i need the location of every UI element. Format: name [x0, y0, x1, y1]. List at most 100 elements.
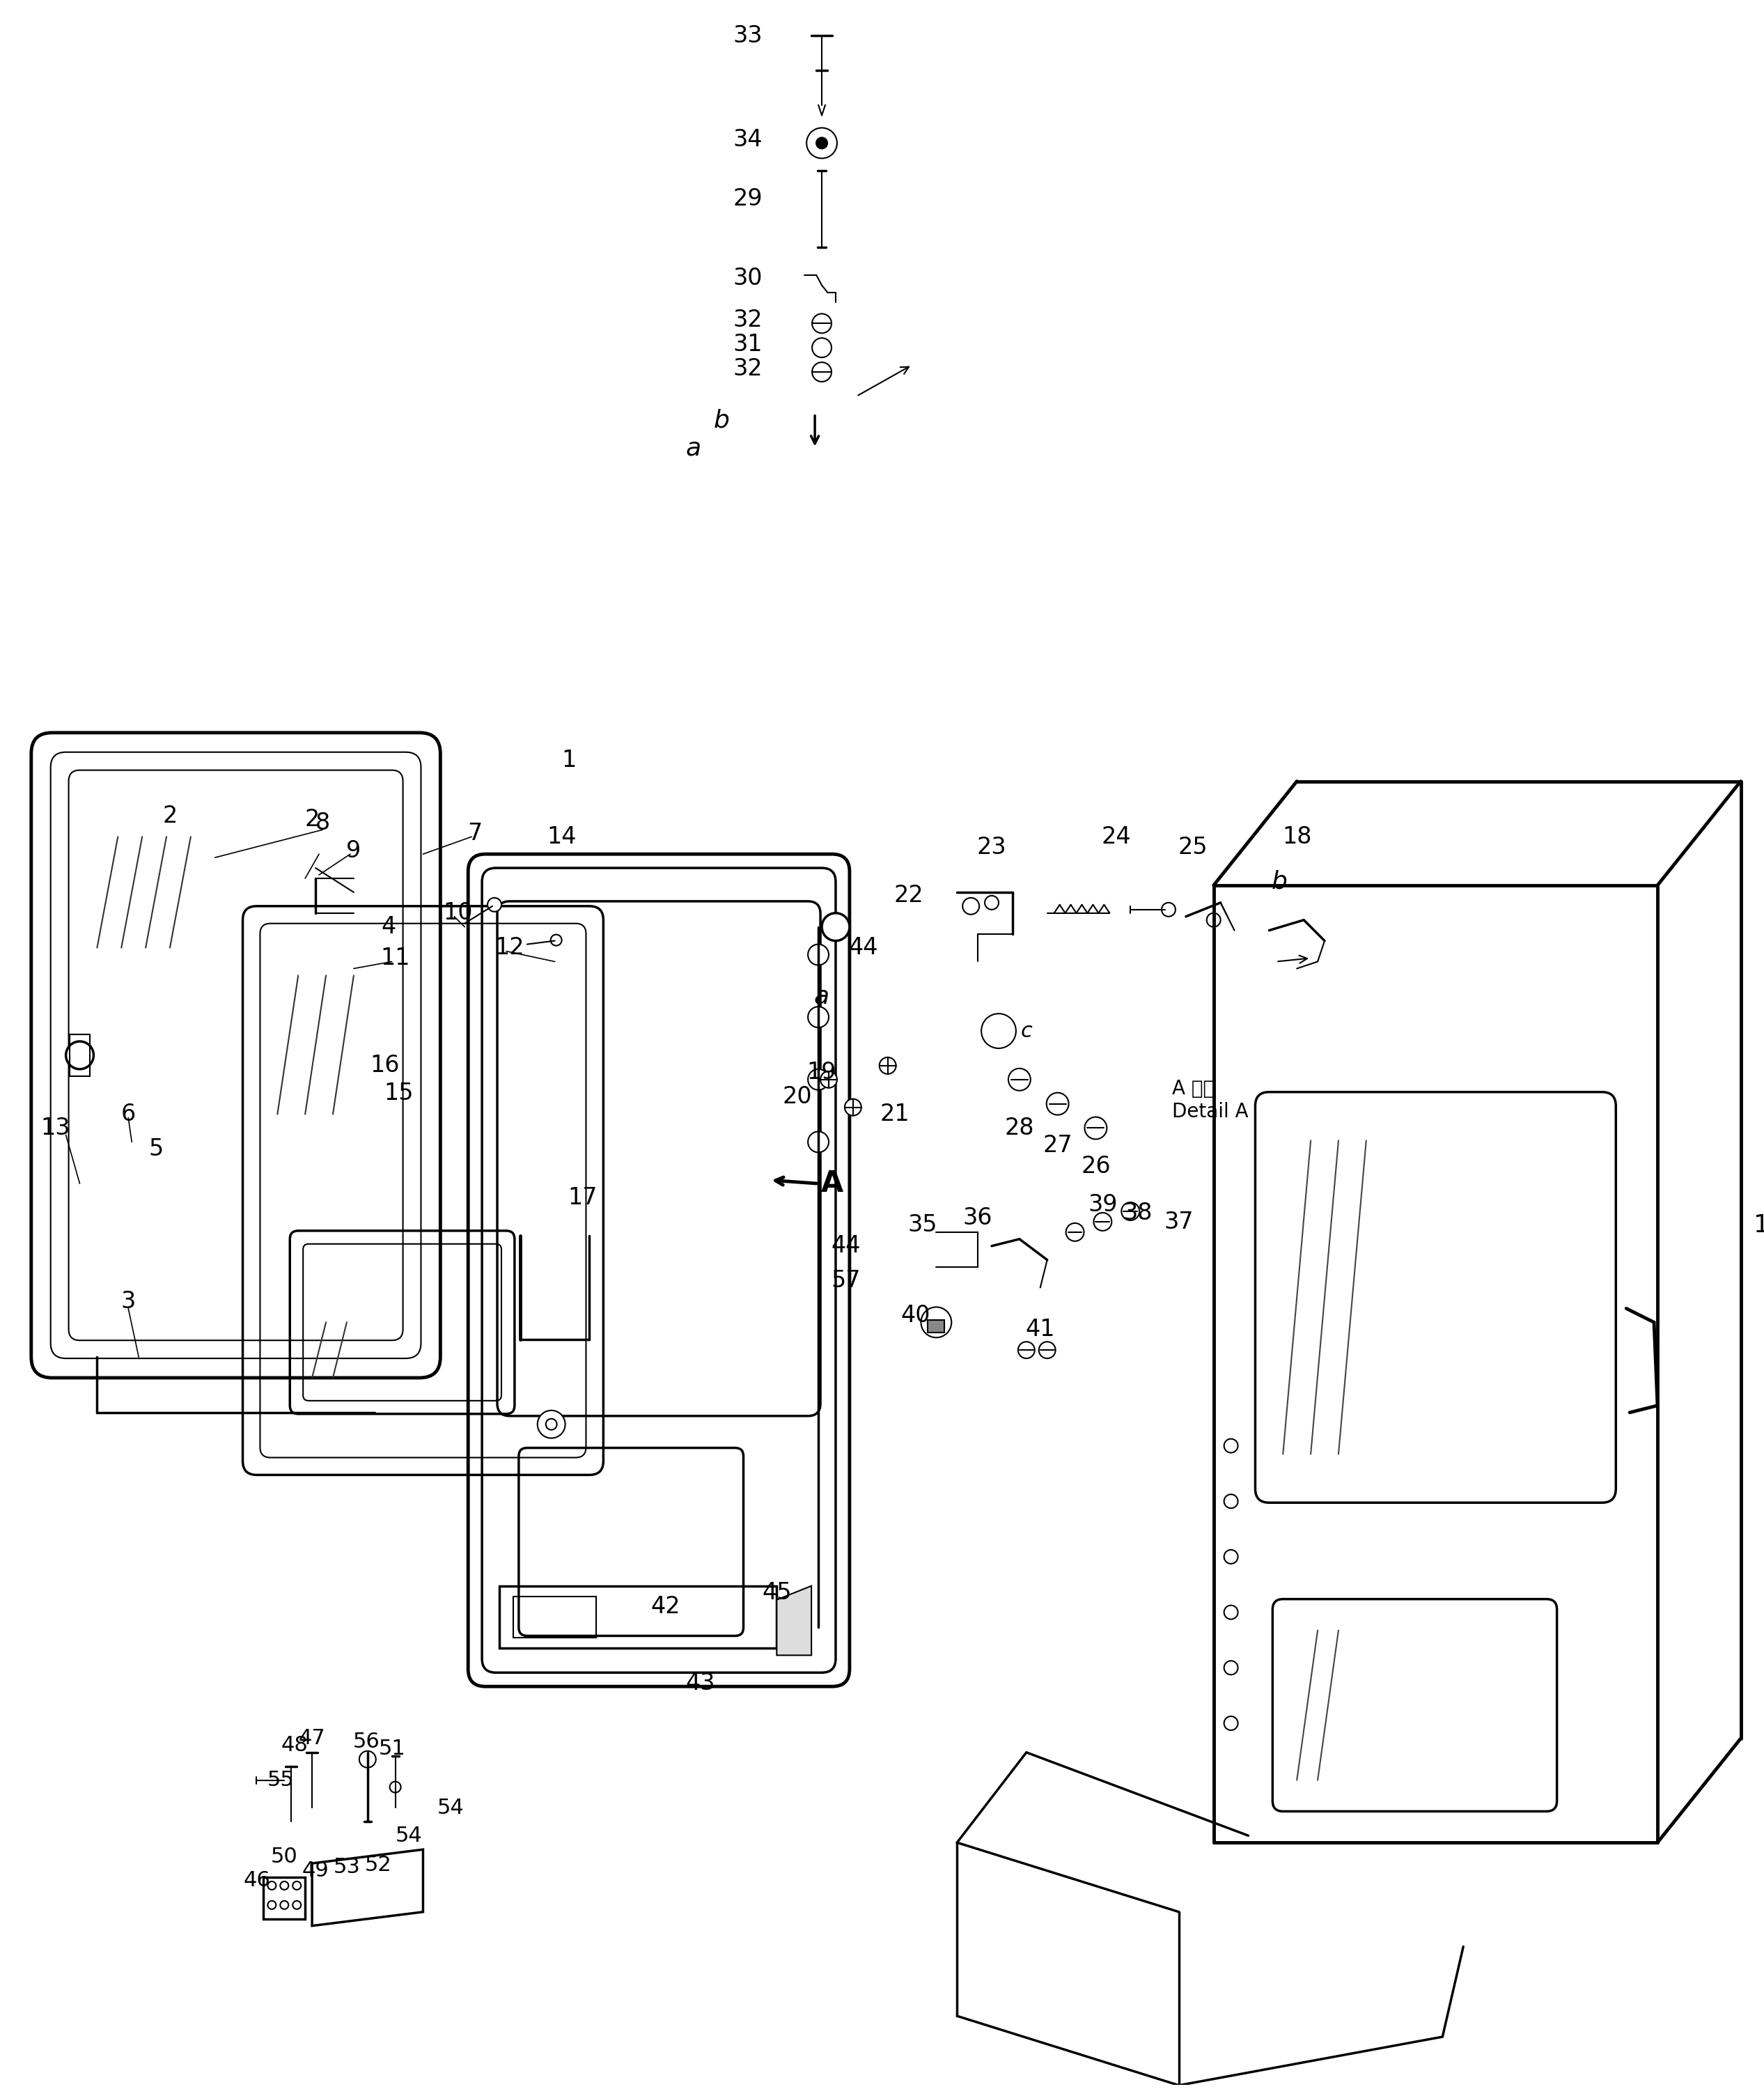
Text: 34: 34 — [734, 127, 762, 150]
Circle shape — [822, 913, 850, 940]
Circle shape — [984, 896, 998, 909]
Circle shape — [1224, 1494, 1238, 1508]
Circle shape — [1224, 1439, 1238, 1452]
Circle shape — [1224, 1550, 1238, 1565]
Text: 18: 18 — [1282, 825, 1312, 848]
Text: 27: 27 — [1043, 1134, 1073, 1157]
Circle shape — [981, 1013, 1016, 1049]
Text: 57: 57 — [831, 1270, 861, 1293]
Text: 37: 37 — [1164, 1212, 1194, 1235]
Text: 2: 2 — [162, 804, 178, 827]
Circle shape — [1065, 1224, 1083, 1241]
Text: 21: 21 — [880, 1103, 910, 1126]
Circle shape — [808, 944, 829, 965]
Circle shape — [808, 1070, 829, 1090]
Circle shape — [390, 1782, 400, 1792]
Circle shape — [1018, 1341, 1035, 1358]
Text: 11: 11 — [381, 946, 409, 969]
Text: 6: 6 — [122, 1103, 136, 1126]
Text: 3: 3 — [122, 1291, 136, 1314]
Circle shape — [1094, 1214, 1111, 1230]
Circle shape — [538, 1410, 564, 1437]
Text: 55: 55 — [268, 1769, 295, 1790]
Text: 31: 31 — [734, 332, 762, 355]
Text: 1: 1 — [1753, 1214, 1764, 1237]
Text: 44: 44 — [848, 936, 878, 959]
Circle shape — [880, 1057, 896, 1074]
Text: 25: 25 — [1178, 836, 1208, 859]
Text: 30: 30 — [734, 267, 762, 290]
Text: 14: 14 — [547, 825, 577, 848]
Text: 33: 33 — [734, 25, 762, 48]
Text: 42: 42 — [651, 1596, 681, 1619]
Circle shape — [1162, 902, 1175, 917]
Circle shape — [1207, 913, 1221, 928]
Bar — [928, 1320, 944, 1333]
Text: 41: 41 — [1025, 1318, 1055, 1341]
Text: 48: 48 — [280, 1736, 309, 1755]
Text: 32: 32 — [734, 357, 762, 380]
Text: 15: 15 — [385, 1082, 413, 1105]
Circle shape — [65, 1042, 93, 1070]
Text: b: b — [713, 409, 729, 432]
Circle shape — [963, 898, 979, 915]
Circle shape — [820, 1072, 838, 1088]
Text: 51: 51 — [377, 1738, 406, 1759]
Circle shape — [268, 1901, 275, 1909]
Circle shape — [811, 313, 831, 332]
Text: a: a — [686, 437, 702, 460]
Text: 17: 17 — [568, 1187, 598, 1210]
Text: 40: 40 — [901, 1304, 930, 1327]
Circle shape — [280, 1882, 289, 1891]
Text: 50: 50 — [272, 1847, 298, 1868]
Text: 26: 26 — [1081, 1155, 1111, 1178]
Circle shape — [1224, 1661, 1238, 1675]
Text: 8: 8 — [316, 811, 330, 834]
Text: 10: 10 — [443, 902, 473, 925]
Circle shape — [280, 1901, 289, 1909]
Text: 20: 20 — [783, 1086, 813, 1109]
Circle shape — [360, 1751, 376, 1767]
Text: 47: 47 — [298, 1728, 326, 1748]
Text: b: b — [1272, 869, 1288, 894]
Circle shape — [808, 1132, 829, 1153]
Circle shape — [1039, 1341, 1055, 1358]
Text: 19: 19 — [806, 1061, 836, 1084]
Circle shape — [1085, 1118, 1106, 1139]
Circle shape — [811, 361, 831, 382]
Circle shape — [293, 1901, 302, 1909]
Text: 52: 52 — [365, 1855, 392, 1874]
Text: 24: 24 — [1102, 825, 1131, 848]
Circle shape — [806, 127, 838, 159]
Text: A: A — [820, 1170, 843, 1199]
Polygon shape — [776, 1586, 811, 1654]
Circle shape — [1009, 1067, 1030, 1090]
Text: a: a — [815, 984, 829, 1009]
Text: 43: 43 — [686, 1671, 714, 1694]
Text: 38: 38 — [1122, 1201, 1152, 1224]
Circle shape — [817, 138, 827, 148]
Text: 35: 35 — [907, 1214, 937, 1237]
Circle shape — [811, 338, 831, 357]
Bar — [499, 1586, 776, 1648]
Text: 28: 28 — [1005, 1118, 1034, 1141]
Bar — [69, 1034, 90, 1076]
Circle shape — [268, 1882, 275, 1891]
Circle shape — [545, 1418, 557, 1429]
Circle shape — [808, 1007, 829, 1028]
Text: 22: 22 — [894, 884, 923, 907]
Text: 29: 29 — [734, 188, 762, 211]
Bar — [513, 1596, 596, 1638]
Text: 5: 5 — [148, 1136, 164, 1159]
Text: 36: 36 — [963, 1207, 993, 1230]
Text: 46: 46 — [243, 1870, 270, 1891]
Text: 45: 45 — [762, 1581, 792, 1604]
Text: 53: 53 — [333, 1857, 360, 1876]
Text: 54: 54 — [437, 1799, 464, 1817]
Text: 2: 2 — [305, 808, 319, 831]
Text: c: c — [1021, 1022, 1032, 1040]
Text: 39: 39 — [1088, 1193, 1117, 1216]
Circle shape — [1224, 1604, 1238, 1619]
Circle shape — [1122, 1203, 1140, 1220]
Text: A 詳細
Detail A: A 詳細 Detail A — [1171, 1080, 1249, 1122]
